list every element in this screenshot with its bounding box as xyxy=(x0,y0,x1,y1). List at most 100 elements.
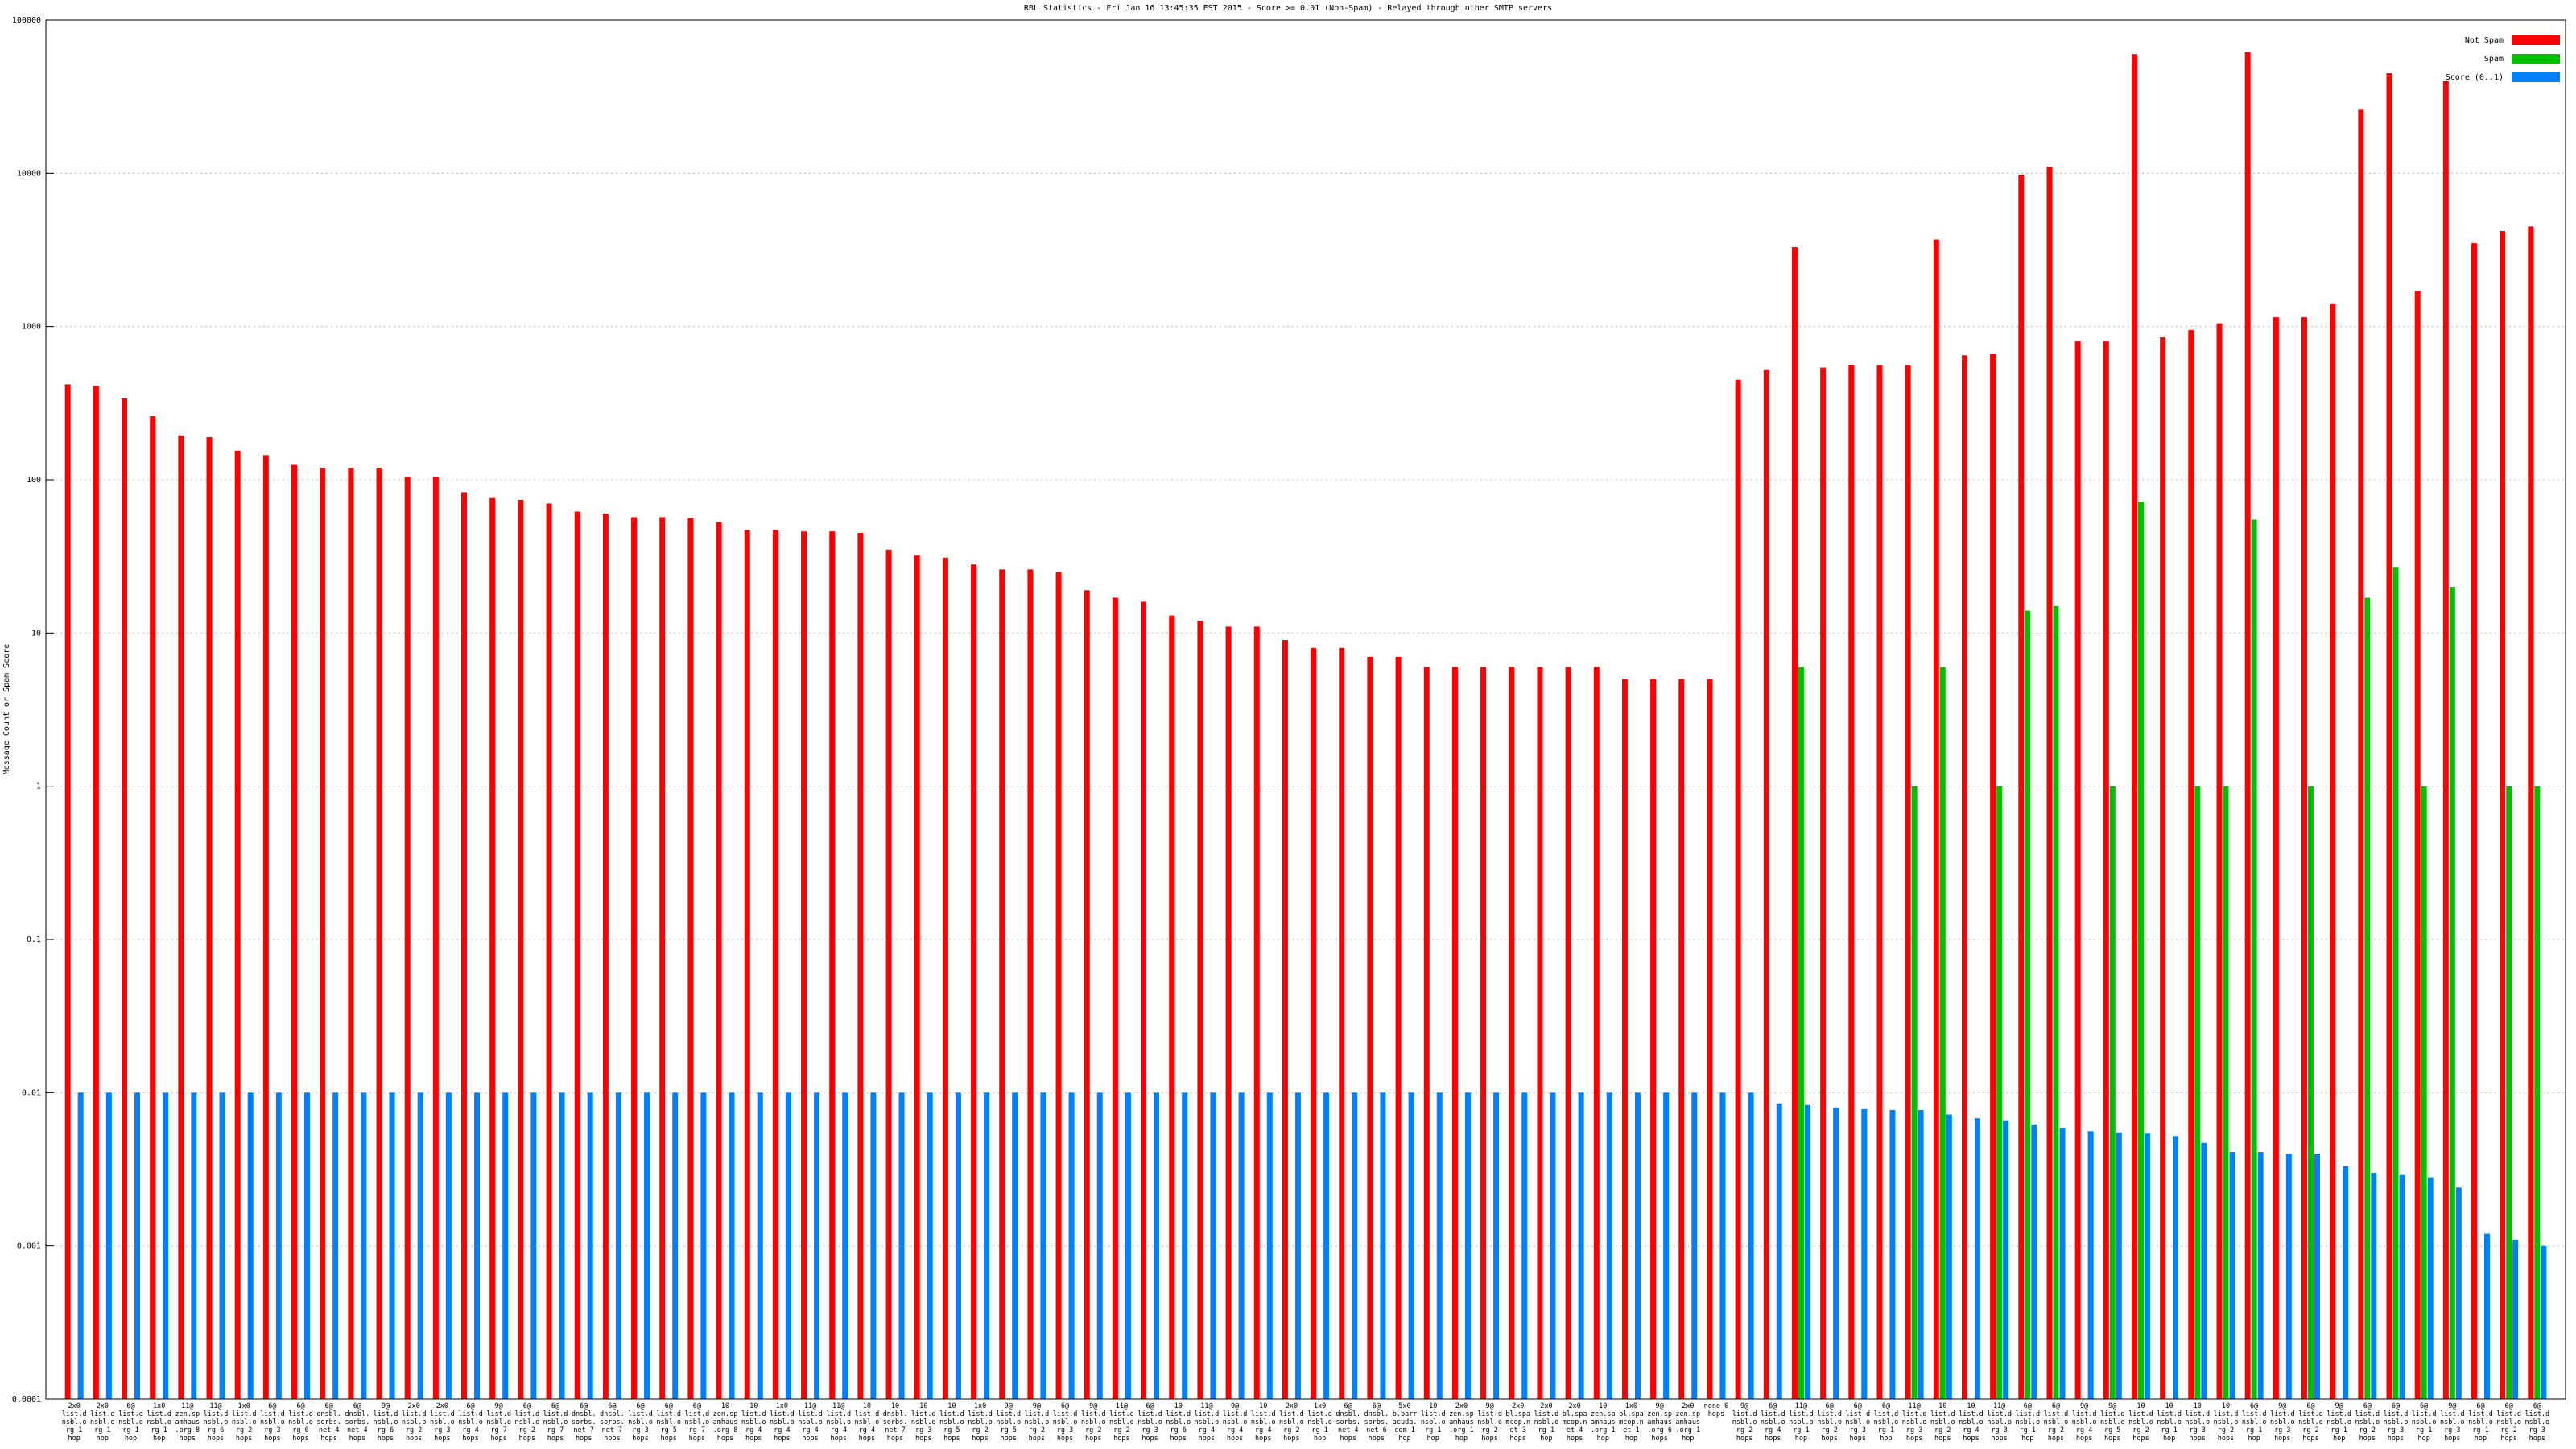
bar xyxy=(1323,1092,1330,1399)
bar xyxy=(1593,667,1600,1399)
legend-label: Spam xyxy=(2484,55,2504,64)
bar xyxy=(2109,786,2116,1399)
bar xyxy=(1182,1092,1188,1399)
x-tick-label: 9@ list.dnsbl.org 6 hops xyxy=(373,1402,398,1443)
bar xyxy=(2500,231,2506,1400)
x-tick-label: 9@ list.dnsbl.org 2 hops xyxy=(1477,1402,1502,1443)
bar xyxy=(304,1092,311,1399)
chart-title: RBL Statistics - Fri Jan 16 13:45:35 EST… xyxy=(1024,4,1552,13)
bar xyxy=(1804,1104,1810,1399)
bar xyxy=(178,435,184,1399)
x-tick-label: 11@ list.dnsbl.org 2 hops xyxy=(1109,1402,1134,1443)
x-tick-label: 2x0 bl.spamcop.net 3 hops xyxy=(1505,1402,1531,1443)
bar xyxy=(2025,610,2031,1399)
x-tick-label: 1x0 bl.spamcop.net 1 hop xyxy=(1619,1402,1644,1443)
bar xyxy=(376,467,382,1399)
x-tick-label: 9@ list.dnsbl.org 3 hops xyxy=(2439,1402,2465,1443)
bar xyxy=(546,503,552,1399)
x-tick-label: 6@ list.dnsbl.org 1 hop xyxy=(2468,1402,2493,1443)
x-tick-label: 10 list.dnsbl.org 6 hops xyxy=(1166,1402,1191,1443)
bar xyxy=(2534,786,2541,1399)
bar xyxy=(1451,667,1458,1399)
bar xyxy=(1210,1092,1216,1399)
bar xyxy=(1663,1092,1670,1399)
bar xyxy=(1707,679,1713,1399)
bar xyxy=(361,1092,367,1399)
x-tick-label: 6@ list.dnsbl.org 2 hops xyxy=(2043,1402,2069,1443)
bar xyxy=(2031,1124,2037,1399)
x-tick-label: 6@ list.dnsbl.org 3 hops xyxy=(1052,1402,1078,1443)
x-tick-label: 9@ list.dnsbl.org 5 hops xyxy=(996,1402,1022,1443)
bar xyxy=(1946,1114,1952,1399)
x-tick-label: none 0 hops xyxy=(1703,1402,1729,1418)
bar xyxy=(1990,354,1996,1400)
bar xyxy=(1798,667,1804,1399)
bar xyxy=(2449,587,2455,1399)
bar xyxy=(502,1092,509,1399)
bar xyxy=(857,533,864,1400)
bar xyxy=(2003,1120,2009,1399)
bar xyxy=(1933,239,1939,1400)
x-tick-label: 6@ list.dnsbl.org 6 hops xyxy=(288,1402,313,1443)
bar xyxy=(1339,647,1345,1399)
x-tick-label: 6@ list.dnsbl.org 7 hops xyxy=(684,1402,710,1443)
x-tick-label: 9@ list.dnsbl.org 2 hops xyxy=(1024,1402,1050,1443)
bar xyxy=(2046,167,2053,1399)
bar xyxy=(602,514,609,1399)
bar xyxy=(1096,1092,1103,1399)
bar xyxy=(1621,679,1628,1399)
x-tick-label: 9@ list.dnsbl.org 2 hops xyxy=(1080,1402,1106,1443)
bar xyxy=(105,1092,112,1399)
x-tick-label: 6@ dnsbl.sorbs.net 4 hops xyxy=(345,1402,370,1443)
bar xyxy=(898,1092,905,1399)
y-tick-label: 0.01 xyxy=(22,1088,41,1097)
bar xyxy=(247,1092,254,1399)
x-tick-label: 11@ list.dnsbl.org 3 hops xyxy=(1901,1402,1927,1443)
y-tick-label: 100000 xyxy=(12,16,41,25)
bar xyxy=(955,1092,961,1399)
bar xyxy=(644,1092,650,1399)
y-tick-label: 1 xyxy=(36,782,41,791)
bar xyxy=(1748,1092,1754,1399)
x-tick-label: 10 list.dnsbl.org 4 hops xyxy=(741,1402,766,1443)
bar xyxy=(2229,1152,2235,1399)
x-tick-label: 10 list.dnsbl.org 3 hops xyxy=(2185,1402,2211,1443)
bar xyxy=(971,564,977,1399)
bar xyxy=(348,467,354,1399)
x-tick-label: 6@ list.dnsbl.org 3 hops xyxy=(259,1402,285,1443)
x-tick-label: 6@ dnsbl.sorbs.net 6 hops xyxy=(1364,1402,1389,1443)
bar xyxy=(1352,1092,1358,1399)
x-tick-label: 10 zen.spamhaus.org 1 hop xyxy=(1590,1402,1616,1443)
x-tick-label: 10 list.dnsbl.org 4 hops xyxy=(854,1402,880,1443)
x-tick-label: 6@ list.dnsbl.org 5 hops xyxy=(656,1402,682,1443)
bar xyxy=(2285,1154,2292,1399)
bar xyxy=(134,1092,141,1399)
x-tick-label: 10 list.dnsbl.org 3 hops xyxy=(910,1402,936,1443)
bar xyxy=(191,1092,197,1399)
x-tick-label: 2x0 bl.spamcop.net 4 hops xyxy=(1562,1402,1587,1443)
x-tick-label: 9@ list.dnsbl.org 3 hops xyxy=(2269,1402,2295,1443)
bar xyxy=(1735,379,1741,1399)
bar xyxy=(2131,54,2137,1399)
legend-swatch xyxy=(2512,35,2560,45)
bar xyxy=(870,1092,877,1399)
bar xyxy=(1776,1103,1782,1399)
bar xyxy=(2103,341,2109,1400)
x-tick-label: 10 list.dnsbl.org 2 hops xyxy=(2128,1402,2153,1443)
bar xyxy=(1012,1092,1018,1399)
bar xyxy=(445,1092,452,1399)
x-tick-label: 9@ list.dnsbl.org 7 hops xyxy=(486,1402,512,1443)
bar xyxy=(2194,786,2201,1399)
x-tick-label: 2x0 list.dnsbl.org 1 hop xyxy=(61,1402,87,1443)
bar xyxy=(886,549,892,1399)
bar xyxy=(1197,621,1203,1399)
x-tick-label: 6@ list.dnsbl.org 2 hops xyxy=(2355,1402,2380,1443)
bar xyxy=(2483,1233,2490,1399)
bar xyxy=(2386,73,2392,1399)
bar xyxy=(2528,226,2534,1399)
x-tick-label: 10 list.dnsbl.org 5 hops xyxy=(939,1402,964,1443)
bar xyxy=(1141,601,1147,1399)
bar xyxy=(1691,1092,1698,1399)
bar xyxy=(687,518,694,1399)
x-tick-label: 6@ list.dnsbl.org 1 hop xyxy=(2241,1402,2267,1443)
